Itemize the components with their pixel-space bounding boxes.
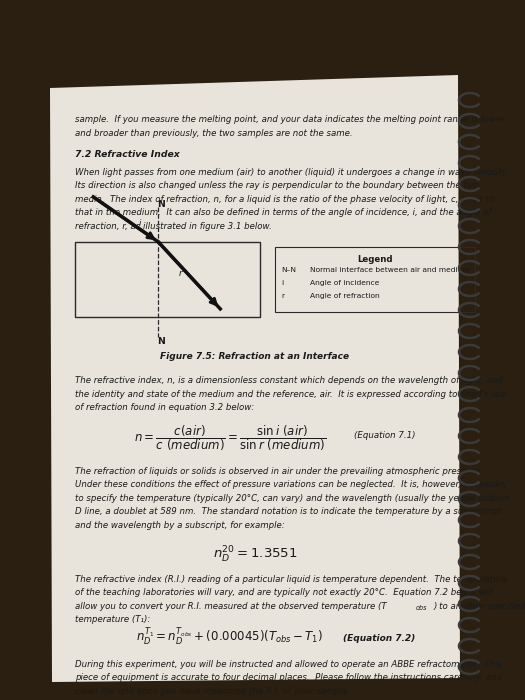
Text: Angle of incidence: Angle of incidence (310, 280, 380, 286)
Text: that in the medium.  It can also be defined in terms of the angle of incidence, : that in the medium. It can also be defin… (75, 208, 491, 217)
Text: $n_D^{20} = 1.3551$: $n_D^{20} = 1.3551$ (213, 545, 297, 565)
Bar (275, 247, 475, 312)
Text: of the teaching laboratories will vary, and are typically not exactly 20°C.  Equ: of the teaching laboratories will vary, … (75, 588, 493, 597)
Text: i: i (281, 280, 283, 286)
Text: ) to another specified: ) to another specified (434, 601, 525, 610)
Text: clean the unit once you have measured the R.I. of your sample.: clean the unit once you have measured th… (75, 687, 350, 696)
Text: Legend: Legend (357, 255, 393, 264)
Text: When light passes from one medium (air) to another (liquid) it undergoes a chang: When light passes from one medium (air) … (75, 167, 509, 176)
Text: D line, a doublet at 589 nm.  The standard notation is to indicate the temperatu: D line, a doublet at 589 nm. The standar… (75, 507, 501, 516)
Text: N–N: N–N (281, 267, 296, 273)
Text: Figure 7.5: Refraction at an Interface: Figure 7.5: Refraction at an Interface (161, 352, 350, 361)
Text: Angle of refraction: Angle of refraction (310, 293, 380, 298)
Text: N: N (158, 200, 165, 209)
Text: Its direction is also changed unless the ray is perpendicular to the boundary be: Its direction is also changed unless the… (75, 181, 479, 190)
Text: The refractive index (R.I.) reading of a particular liquid is temperature depend: The refractive index (R.I.) reading of a… (75, 575, 507, 584)
Text: and broader than previously, the two samples are not the same.: and broader than previously, the two sam… (75, 129, 353, 137)
Text: to specify the temperature (typically 20°C, can vary) and the wavelength (usuall: to specify the temperature (typically 20… (75, 494, 510, 503)
Text: obs: obs (416, 605, 427, 610)
Text: piece of equipment is accurate to four decimal places.  Please follow the instru: piece of equipment is accurate to four d… (75, 673, 502, 682)
Text: The refraction of liquids or solids is observed in air under the prevailing atmo: The refraction of liquids or solids is o… (75, 467, 482, 476)
Text: temperature (T₁):: temperature (T₁): (75, 615, 150, 624)
Text: r: r (281, 293, 284, 298)
Text: (Equation 7.2): (Equation 7.2) (343, 634, 415, 643)
Text: Under these conditions the effect of pressure variations can be neglected.  It i: Under these conditions the effect of pre… (75, 480, 507, 489)
Text: The refractive index, n, is a dimensionless constant which depends on the wavele: The refractive index, n, is a dimensionl… (75, 376, 503, 385)
Text: refraction, r, as illustrated in figure 3.1 below.: refraction, r, as illustrated in figure … (75, 222, 272, 231)
Text: media.  The index of refraction, n, for a liquid is the ratio of the phase veloc: media. The index of refraction, n, for a… (75, 195, 495, 204)
Bar (75, 242, 260, 317)
Text: sample.  If you measure the melting point, and your data indicates the melting p: sample. If you measure the melting point… (75, 115, 507, 124)
Text: of refraction found in equation 3.2 below:: of refraction found in equation 3.2 belo… (75, 403, 254, 412)
Text: 7.2 Refractive Index: 7.2 Refractive Index (75, 150, 180, 159)
Text: the identity and state of the medium and the reference, air.  It is expressed ac: the identity and state of the medium and… (75, 390, 506, 399)
Text: $n = \dfrac{c(air)}{c\ (medium)} = \dfrac{\sin i\ (air)}{\sin r\ (medium)}$: $n = \dfrac{c(air)}{c\ (medium)} = \dfra… (134, 424, 326, 453)
Text: During this experiment, you will be instructed and allowed to operate an ABBE re: During this experiment, you will be inst… (75, 659, 502, 668)
Text: r: r (178, 270, 182, 279)
Text: N: N (158, 337, 165, 346)
Text: (Equation 7.1): (Equation 7.1) (353, 431, 415, 440)
Text: Normal interface between air and medium: Normal interface between air and medium (310, 267, 470, 273)
Polygon shape (50, 75, 460, 682)
Text: allow you to convert your R.I. measured at the observed temperature (T: allow you to convert your R.I. measured … (75, 601, 386, 610)
Text: $n_D^{T_1} = n_D^{T_{obs}} + (0.00045)(T_{obs} - T_1)$: $n_D^{T_1} = n_D^{T_{obs}} + (0.00045)(T… (136, 626, 323, 647)
Text: and the wavelength by a subscript, for example:: and the wavelength by a subscript, for e… (75, 521, 285, 530)
Text: i: i (139, 219, 141, 228)
